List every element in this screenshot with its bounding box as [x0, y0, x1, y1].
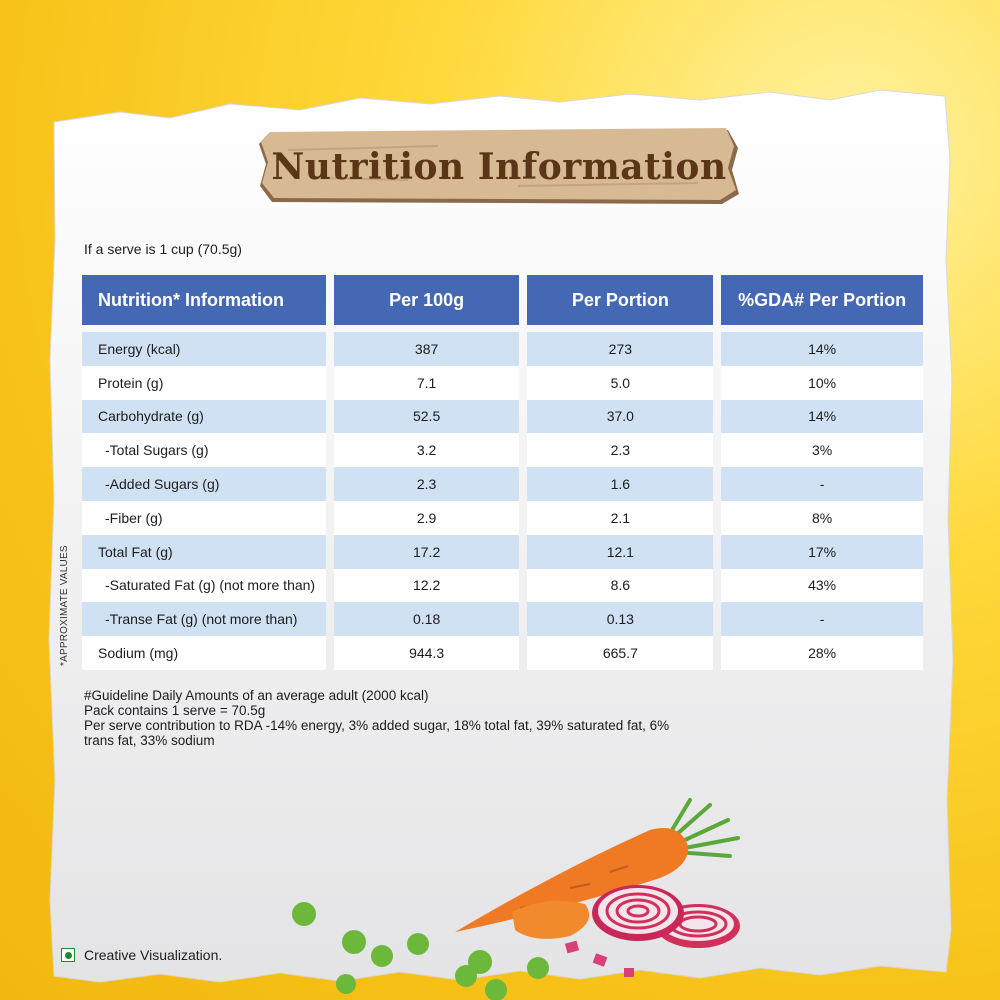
- footnotes: #Guideline Daily Amounts of an average a…: [84, 688, 684, 748]
- table-row: Energy (kcal) 387 273 14%: [82, 332, 923, 366]
- table-header-row: Nutrition* Information Per 100g Per Port…: [82, 273, 923, 327]
- gda-cell: 3%: [721, 433, 923, 468]
- gda-cell: 43%: [721, 568, 923, 603]
- gda-cell: 28%: [721, 636, 923, 670]
- gda-cell: 14%: [721, 399, 923, 434]
- gda-cell: 14%: [721, 332, 923, 366]
- per-portion-cell: 1.6: [527, 467, 714, 501]
- table-row: -Total Sugars (g) 3.2 2.3 3%: [82, 433, 923, 468]
- veg-symbol-icon: [61, 948, 75, 962]
- onion-ring-illustration: [592, 885, 740, 948]
- nutrient-name-cell: -Added Sugars (g): [82, 467, 326, 501]
- gda-cell: -: [721, 467, 923, 501]
- serve-size-text: If a serve is 1 cup (70.5g): [84, 241, 242, 257]
- column-header-nutrient: Nutrition* Information: [82, 273, 326, 327]
- footnote-gda: #Guideline Daily Amounts of an average a…: [84, 688, 429, 703]
- per-100g-cell: 0.18: [333, 602, 520, 637]
- per-portion-cell: 273: [527, 332, 714, 366]
- creative-visualization-note: Creative Visualization.: [61, 947, 222, 963]
- nutrient-name-cell: -Total Sugars (g): [82, 433, 326, 468]
- nutrient-name-cell: -Transe Fat (g) (not more than): [82, 602, 326, 637]
- onion-pieces-illustration: [564, 940, 634, 977]
- nutrient-name-cell: Protein (g): [82, 365, 326, 400]
- per-portion-cell: 37.0: [527, 399, 714, 434]
- table-row: Carbohydrate (g) 52.5 37.0 14%: [82, 399, 923, 434]
- per-portion-cell: 665.7: [527, 636, 714, 670]
- nutrient-name-cell: -Saturated Fat (g) (not more than): [82, 568, 326, 603]
- wood-plank-shape: [259, 128, 739, 204]
- per-100g-cell: 17.2: [333, 534, 520, 569]
- table-row: -Saturated Fat (g) (not more than) 12.2 8.…: [82, 568, 923, 603]
- per-100g-cell: 7.1: [333, 365, 520, 400]
- per-portion-cell: 2.3: [527, 433, 714, 468]
- gda-cell: 10%: [721, 365, 923, 400]
- table-row: Total Fat (g) 17.2 12.1 17%: [82, 534, 923, 569]
- nutrient-name-cell: Energy (kcal): [82, 332, 326, 366]
- title-banner: Nutrition Information: [258, 128, 740, 206]
- per-100g-cell: 3.2: [333, 433, 520, 468]
- column-header-gda: %GDA# Per Portion: [721, 273, 923, 327]
- per-portion-cell: 8.6: [527, 568, 714, 603]
- footnote-pack: Pack contains 1 serve = 70.5g: [84, 703, 266, 718]
- per-100g-cell: 2.3: [333, 467, 520, 501]
- table-row: -Transe Fat (g) (not more than) 0.18 0.13-: [82, 602, 923, 637]
- per-100g-cell: 2.9: [333, 500, 520, 535]
- table-row: -Fiber (g) 2.9 2.1 8%: [82, 500, 923, 535]
- page-title: Nutrition Information: [271, 146, 727, 188]
- per-100g-cell: 944.3: [333, 636, 520, 670]
- table-row: -Added Sugars (g) 2.3 1.6-: [82, 467, 923, 501]
- per-portion-cell: 12.1: [527, 534, 714, 569]
- gda-cell: 8%: [721, 500, 923, 535]
- column-header-per-100g: Per 100g: [333, 273, 520, 327]
- peas-illustration: [292, 902, 549, 1000]
- nutrition-table-body: Energy (kcal) 387 273 14% Protein (g) 7.1 5.0 1…: [82, 332, 923, 670]
- column-header-per-portion: Per Portion: [527, 273, 714, 327]
- creative-visualization-text: Creative Visualization.: [84, 947, 223, 963]
- per-100g-cell: 387: [333, 332, 520, 366]
- per-portion-cell: 2.1: [527, 500, 714, 535]
- per-100g-cell: 12.2: [333, 568, 520, 603]
- carrot-illustration: [455, 828, 689, 932]
- table-row: Protein (g) 7.1 5.0 10%: [82, 365, 923, 400]
- per-100g-cell: 52.5: [333, 399, 520, 434]
- nutrition-table: Nutrition* Information Per 100g Per Port…: [74, 273, 931, 670]
- per-portion-cell: 5.0: [527, 365, 714, 400]
- footnote-rda: Per serve contribution to RDA -14% energ…: [84, 718, 670, 748]
- table-row: Sodium (mg) 944.3 665.7 28%: [82, 636, 923, 670]
- nutrient-name-cell: Total Fat (g): [82, 534, 326, 569]
- gda-cell: -: [721, 602, 923, 637]
- per-portion-cell: 0.13: [527, 602, 714, 637]
- carrot-slice-illustration: [512, 900, 590, 939]
- nutrient-name-cell: Sodium (mg): [82, 636, 326, 670]
- nutrient-name-cell: Carbohydrate (g): [82, 399, 326, 434]
- gda-cell: 17%: [721, 534, 923, 569]
- nutrient-name-cell: -Fiber (g): [82, 500, 326, 535]
